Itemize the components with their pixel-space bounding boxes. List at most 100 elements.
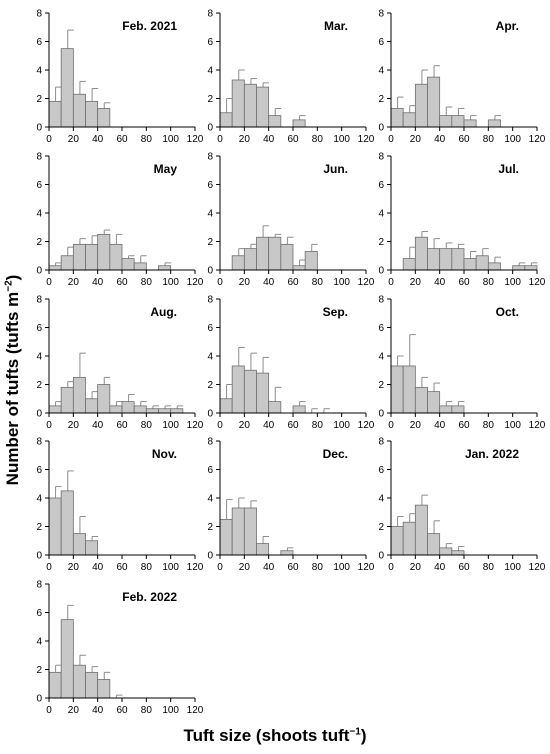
histogram-bar [85, 100, 99, 128]
x-tick-label: 80 [312, 562, 324, 573]
x-tick-label: 40 [434, 134, 446, 145]
histogram-bar [390, 108, 404, 128]
x-tick-label: 0 [388, 134, 394, 145]
y-tick-label: 8 [378, 437, 384, 448]
histogram-bar [427, 76, 441, 128]
y-tick-label: 0 [36, 551, 42, 562]
x-tick-label: 80 [483, 277, 495, 288]
histogram-bar [48, 405, 62, 414]
histogram-bar [158, 265, 172, 271]
histogram-bar [292, 265, 306, 271]
panel-title: Jul. [498, 162, 519, 176]
x-tick-label: 60 [458, 134, 470, 145]
y-tick-label: 4 [207, 494, 213, 505]
histogram-bar [60, 255, 74, 271]
x-tick-label: 100 [162, 134, 179, 145]
y-tick-label: 0 [207, 123, 213, 134]
x-tick-label: 20 [410, 277, 422, 288]
y-tick-label: 6 [207, 180, 213, 191]
histogram-bar [60, 48, 74, 128]
histogram-bar [97, 384, 111, 414]
histogram-bar [97, 108, 111, 128]
histogram-bar [439, 248, 453, 271]
x-tick-label: 120 [187, 420, 204, 431]
histogram-bar [48, 100, 62, 128]
histogram-bar [402, 258, 416, 271]
x-tick-label: 100 [504, 277, 521, 288]
x-tick-label: 0 [46, 562, 52, 573]
y-tick-label: 6 [207, 465, 213, 476]
y-tick-label: 4 [378, 66, 384, 77]
panel-title: May [154, 162, 178, 176]
x-tick-label: 40 [92, 277, 104, 288]
x-tick-label: 80 [312, 134, 324, 145]
histogram-bar [85, 398, 99, 414]
y-tick-label: 2 [36, 237, 42, 248]
histogram-bar [427, 391, 441, 414]
histogram-bar [390, 526, 404, 556]
y-tick-label: 4 [378, 352, 384, 363]
y-tick-label: 6 [378, 323, 384, 334]
y-tick-label: 0 [36, 409, 42, 420]
histogram-bar [414, 504, 428, 556]
histogram-bar [304, 251, 318, 271]
histogram-bar [451, 550, 465, 556]
histogram-bar [85, 671, 99, 699]
histogram-bar [243, 369, 257, 414]
histogram-bar [158, 408, 172, 414]
x-tick-label: 40 [92, 562, 104, 573]
x-tick-label: 100 [504, 562, 521, 573]
histogram-bar [85, 540, 99, 556]
histogram-bar [487, 119, 501, 128]
y-tick-label: 0 [207, 551, 213, 562]
y-tick-label: 8 [36, 580, 42, 591]
y-tick-label: 6 [36, 37, 42, 48]
x-tick-label: 120 [529, 420, 546, 431]
y-tick-label: 6 [36, 180, 42, 191]
x-tick-label: 0 [46, 420, 52, 431]
y-tick-label: 0 [207, 266, 213, 277]
histogram-bar [219, 398, 233, 414]
histogram-bar [280, 243, 294, 271]
y-tick-label: 8 [207, 437, 213, 448]
y-tick-label: 8 [378, 152, 384, 163]
histogram-bar [414, 386, 428, 414]
panel-title: Aug. [150, 305, 177, 319]
histogram-bar [97, 233, 111, 271]
x-tick-label: 0 [388, 562, 394, 573]
y-tick-label: 0 [378, 409, 384, 420]
y-tick-label: 2 [36, 380, 42, 391]
x-tick-label: 20 [239, 562, 251, 573]
histogram-bar [109, 243, 123, 271]
x-tick-label: 120 [358, 562, 375, 573]
y-tick-label: 6 [36, 608, 42, 619]
y-tick-label: 8 [378, 295, 384, 306]
y-tick-label: 8 [207, 9, 213, 20]
y-tick-label: 2 [378, 522, 384, 533]
y-tick-label: 0 [207, 409, 213, 420]
x-tick-label: 20 [239, 134, 251, 145]
y-tick-label: 8 [36, 295, 42, 306]
histogram-bar [48, 497, 62, 556]
x-tick-label: 80 [483, 562, 495, 573]
x-tick-label: 80 [141, 277, 153, 288]
histogram-bar [72, 376, 86, 414]
histogram-bar [72, 93, 86, 128]
histogram-bar [451, 405, 465, 414]
histogram-bar [231, 79, 245, 128]
y-tick-label: 6 [378, 37, 384, 48]
x-tick-label: 0 [388, 420, 394, 431]
x-tick-label: 60 [116, 277, 128, 288]
histogram-bar [268, 115, 282, 128]
y-tick-label: 2 [378, 380, 384, 391]
histogram-bar [402, 365, 416, 414]
histogram-bar [243, 83, 257, 128]
x-tick-label: 100 [333, 277, 350, 288]
panel-title: Feb. 2022 [122, 590, 177, 604]
